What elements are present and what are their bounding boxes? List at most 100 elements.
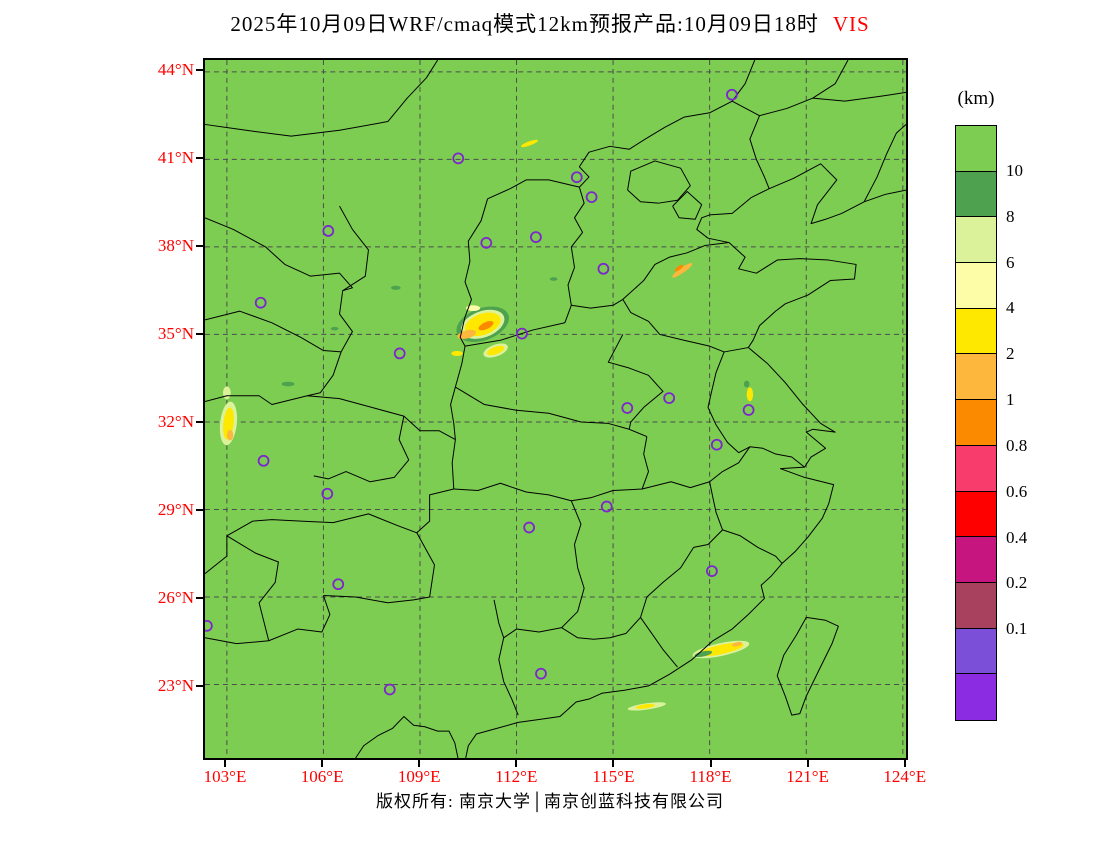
boundary-line	[707, 351, 805, 468]
lat-tick-mark	[196, 509, 203, 512]
visibility-patch	[743, 380, 750, 388]
city-marker	[600, 500, 613, 513]
colorbar-tick-label: 10	[1006, 160, 1023, 180]
visibility-patch	[674, 264, 684, 272]
boundary-line	[722, 529, 783, 564]
boundary-line	[503, 627, 562, 639]
figure-title-text: 2025年10月09日WRF/cmaq模式12km预报产品:10月09日18时	[230, 12, 819, 36]
colorbar	[955, 125, 997, 721]
copyright-text: 版权所有: 南京大学│南京创蓝科技有限公司	[375, 792, 725, 811]
map-frame	[203, 58, 908, 760]
boundary-line	[640, 529, 723, 668]
city-marker	[322, 225, 335, 237]
lat-tick-mark	[196, 157, 203, 160]
boundary-line	[205, 310, 342, 353]
city-marker	[452, 152, 465, 165]
visibility-patch	[457, 329, 477, 340]
boundary-line	[455, 386, 648, 438]
city-marker	[742, 404, 755, 416]
colorbar-segment	[956, 674, 996, 720]
city-marker	[523, 521, 536, 534]
city-marker	[530, 231, 542, 243]
figure-title-variable: VIS	[832, 12, 870, 36]
boundary-line	[564, 187, 585, 323]
visibility-patch	[694, 650, 713, 658]
boundary-line	[622, 242, 730, 300]
lon-tick-mark	[903, 760, 906, 767]
boundary-line	[205, 217, 353, 292]
boundary-line	[493, 599, 519, 716]
boundary-line	[731, 60, 849, 117]
city-marker	[257, 454, 270, 467]
boundary-line	[627, 160, 691, 204]
colorbar-segment	[956, 308, 996, 355]
boundary-line	[622, 299, 749, 353]
lon-tick-label: 112°E	[495, 767, 538, 786]
colorbar-segment	[956, 537, 996, 583]
low-visibility-patches	[219, 139, 754, 711]
visibility-patch	[466, 305, 481, 312]
boundary-line	[749, 115, 770, 189]
boundary-line	[812, 91, 906, 102]
lon-tick-label: 115°E	[592, 767, 635, 786]
colorbar-tick-label: 1	[1006, 390, 1015, 410]
lon-tick-label: 121°E	[786, 767, 829, 786]
map-background	[205, 60, 906, 758]
lat-tick-mark	[196, 333, 203, 336]
visibility-patch	[390, 285, 401, 290]
colorbar-segment	[956, 217, 996, 264]
boundary-line	[578, 60, 756, 188]
boundary-line	[641, 436, 649, 490]
lat-tick-mark	[196, 69, 203, 72]
boundary-line	[226, 535, 279, 641]
city-marker	[321, 487, 334, 500]
lat-tick-mark	[196, 245, 203, 248]
city-marker	[535, 667, 547, 680]
visibility-patch	[222, 386, 231, 400]
lon-tick-label: 106°E	[300, 767, 344, 786]
lat-tick-label: 35°N	[157, 324, 194, 344]
lon-tick-label: 124°E	[883, 767, 927, 786]
boundary-line	[863, 124, 906, 203]
boundary-line	[355, 716, 459, 758]
colorbar-segment	[956, 445, 996, 492]
colorbar-segment	[956, 582, 996, 629]
visibility-patch	[451, 350, 463, 357]
boundary-line	[607, 334, 664, 430]
city-marker	[710, 438, 723, 451]
colorbar-tick-label: 2	[1006, 344, 1015, 364]
colorbar-tick-label: 4	[1006, 298, 1015, 318]
boundary-line	[451, 439, 456, 490]
boundary-line	[571, 299, 624, 309]
visibility-patch	[549, 277, 558, 281]
boundary-line	[205, 595, 331, 645]
colorbar-segment	[956, 628, 996, 675]
boundary-line	[561, 500, 585, 628]
visibility-patch	[478, 321, 494, 331]
lat-tick-label: 38°N	[157, 236, 194, 256]
visibility-patch	[330, 326, 339, 331]
boundary-line	[465, 163, 906, 758]
boundary-line	[300, 513, 417, 534]
lon-tick-mark	[612, 760, 615, 767]
city-marker	[663, 392, 676, 404]
lat-tick-label: 26°N	[157, 588, 194, 608]
colorbar-tick-label: 0.2	[1006, 573, 1028, 593]
city-marker	[597, 262, 610, 275]
lat-tick-mark	[196, 421, 203, 424]
visibility-patch	[731, 641, 743, 647]
city-marker	[254, 296, 267, 309]
lon-tick-mark	[806, 760, 809, 767]
boundary-line	[459, 198, 489, 347]
lat-tick-label: 41°N	[157, 148, 194, 168]
lat-tick-label: 23°N	[157, 676, 194, 696]
visibility-patch	[672, 262, 693, 278]
boundary-line	[454, 346, 466, 388]
lon-tick-label: 103°E	[203, 767, 247, 786]
boundary-line	[776, 616, 839, 716]
visibility-patch	[226, 429, 234, 441]
lat-tick-mark	[196, 685, 203, 688]
boundary-line	[709, 481, 724, 531]
colorbar-tick-label: 0.1	[1006, 619, 1028, 639]
boundary-line	[307, 351, 342, 397]
